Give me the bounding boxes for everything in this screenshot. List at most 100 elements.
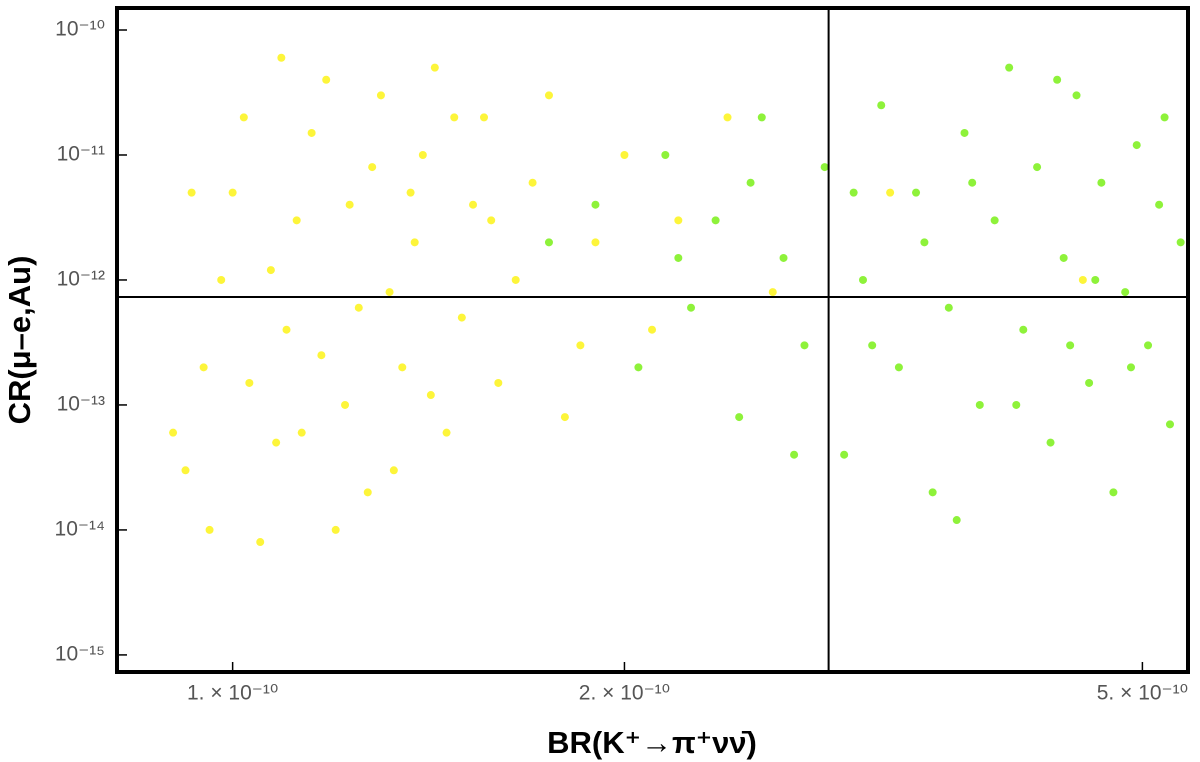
scatter-point <box>1121 288 1130 297</box>
scatter-point <box>205 525 214 534</box>
scatter-point <box>576 341 585 350</box>
scatter-point <box>560 413 569 422</box>
scatter-point <box>410 238 419 247</box>
scatter-point <box>735 413 744 422</box>
scatter-point <box>354 303 363 312</box>
scatter-point <box>820 163 829 172</box>
scatter-point <box>1165 420 1174 429</box>
scatter-point <box>634 363 643 372</box>
scatter-point <box>1059 253 1068 262</box>
scatter-point <box>894 363 903 372</box>
scatter-point <box>723 113 732 122</box>
scatter-point <box>406 188 415 197</box>
scatter-point <box>1005 63 1014 72</box>
scatter-point <box>331 525 340 534</box>
scatter-point <box>322 75 331 84</box>
scatter-point <box>341 400 350 409</box>
plot-frame <box>115 6 1190 674</box>
scatter-point <box>960 128 969 137</box>
scatter-point <box>858 275 867 284</box>
y-tick-label: 10⁻¹⁰ <box>55 18 105 41</box>
scatter-point <box>1126 363 1135 372</box>
scatter-point <box>868 341 877 350</box>
scatter-point <box>1160 113 1169 122</box>
scatter-point <box>228 188 237 197</box>
y-tick-label: 10⁻¹⁴ <box>55 517 105 540</box>
scatter-point <box>1078 275 1087 284</box>
scatter-point <box>990 216 999 225</box>
scatter-point <box>975 400 984 409</box>
scatter-point <box>307 128 316 137</box>
scatter-point <box>687 303 696 312</box>
x-tick-label: 1. × 10⁻¹⁰ <box>187 682 278 705</box>
x-tick-label: 5. × 10⁻¹⁰ <box>1097 682 1188 705</box>
scatter-point <box>239 113 248 122</box>
scatter-point <box>292 216 301 225</box>
scatter-point <box>457 313 466 322</box>
scatter-point <box>442 428 451 437</box>
scatter-point <box>272 438 281 447</box>
scatter-point <box>591 200 600 209</box>
scatter-point <box>800 341 809 350</box>
scatter-point <box>1176 238 1185 247</box>
scatter-point <box>1046 438 1055 447</box>
scatter-point <box>266 266 275 275</box>
scatter-point <box>849 188 858 197</box>
scatter-point <box>418 150 427 159</box>
scatter-point <box>256 538 265 547</box>
scatter-point <box>245 378 254 387</box>
scatter-point <box>187 188 196 197</box>
x-axis-label: BR(K⁺→π⁺νν̄) <box>547 725 757 760</box>
scatter-point <box>1155 200 1164 209</box>
scatter-point <box>1053 75 1062 84</box>
scatter-point <box>912 188 921 197</box>
scatter-point <box>928 488 937 497</box>
scatter-point <box>544 238 553 247</box>
y-tick-label: 10⁻¹¹ <box>57 143 105 166</box>
scatter-point <box>426 391 435 400</box>
scatter-point <box>480 113 489 122</box>
overlay <box>117 8 1188 672</box>
scatter-point <box>952 516 961 525</box>
scatter-point <box>1144 341 1153 350</box>
scatter-point <box>487 216 496 225</box>
scatter-point <box>886 188 895 197</box>
y-tick-label: 10⁻¹³ <box>57 393 105 416</box>
scatter-point <box>1033 163 1042 172</box>
points <box>169 53 1185 547</box>
scatter-point <box>398 363 407 372</box>
scatter-point <box>1072 91 1081 100</box>
scatter-point <box>674 253 683 262</box>
scatter-point <box>944 303 953 312</box>
scatter-point <box>282 325 291 334</box>
scatter-point <box>469 200 478 209</box>
scatter-point <box>1066 341 1075 350</box>
scatter-point <box>620 150 629 159</box>
scatter-point <box>790 450 799 459</box>
scatter-point <box>1019 325 1028 334</box>
scatter-point <box>277 53 286 62</box>
scatter-point <box>169 428 178 437</box>
scatter-point <box>1012 400 1021 409</box>
scatter-point <box>376 91 385 100</box>
y-tick-label: 10⁻¹⁵ <box>55 642 105 665</box>
scatter-point <box>968 178 977 187</box>
scatter-point <box>217 275 226 284</box>
scatter-point <box>544 91 553 100</box>
scatter-point <box>1085 378 1094 387</box>
scatter-point <box>840 450 849 459</box>
scatter-point <box>494 378 503 387</box>
scatter-point <box>511 275 520 284</box>
scatter-point <box>674 216 683 225</box>
scatter-point <box>591 238 600 247</box>
scatter-point <box>648 325 657 334</box>
scatter-point <box>199 363 208 372</box>
scatter-point <box>528 178 537 187</box>
scatter-point <box>1091 275 1100 284</box>
scatter-point <box>1109 488 1118 497</box>
scatter-point <box>661 150 670 159</box>
scatter-point <box>450 113 459 122</box>
scatter-point <box>297 428 306 437</box>
scatter-point <box>1097 178 1106 187</box>
